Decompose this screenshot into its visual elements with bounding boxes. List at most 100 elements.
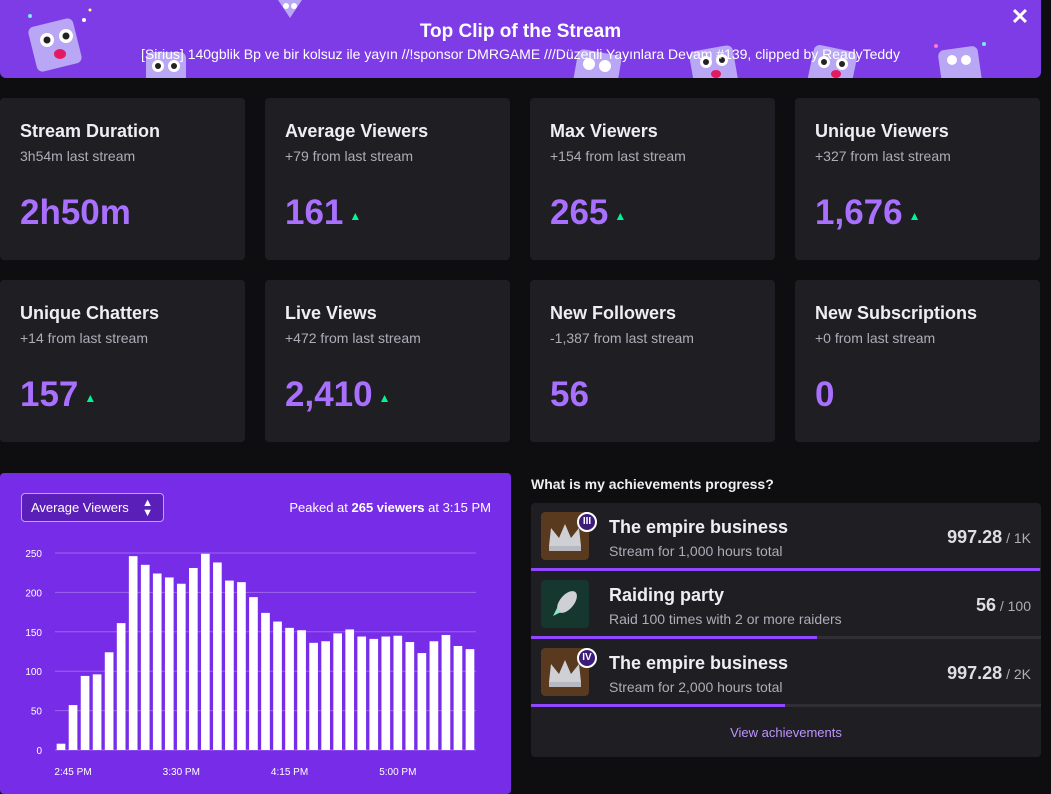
chart-bar <box>104 652 114 750</box>
chart-bar <box>249 597 258 750</box>
metric-select[interactable]: Average Viewers ▲ ▼ <box>21 493 164 522</box>
stat-card: Stream Duration 3h54m last stream 2h50m <box>0 98 245 260</box>
tier-badge: IV <box>577 648 597 668</box>
achievement-target: 2K <box>1013 666 1031 682</box>
achievement-item[interactable]: Raiding party Raid 100 times with 2 or mo… <box>531 571 1041 639</box>
top-clip-banner[interactable]: Top Clip of the Stream [Sirius] 140gblik… <box>0 0 1041 78</box>
achievements-panel: III The empire business Stream for 1,000 h… <box>531 503 1041 757</box>
stat-card: Max Viewers +154 from last stream 265 ▲ <box>530 98 775 260</box>
achievement-item[interactable]: III The empire business Stream for 1,000 h… <box>531 503 1041 571</box>
peak-prefix: Peaked at <box>289 500 352 515</box>
chart-bar <box>465 649 475 750</box>
chart-bar <box>92 674 102 750</box>
stat-value: 265 ▲ <box>550 193 626 233</box>
chart-bar <box>225 580 234 750</box>
achievement-progress-text: 56 / 100 <box>976 595 1031 616</box>
achievement-sep: / <box>1002 530 1014 546</box>
achievement-description: Raid 100 times with 2 or more raiders <box>609 611 842 627</box>
trend-up-icon: ▲ <box>908 209 921 223</box>
y-tick-label: 250 <box>25 549 42 560</box>
stat-value-number: 0 <box>815 375 835 414</box>
peak-mid: at <box>424 500 443 515</box>
achievement-sep: / <box>1002 666 1014 682</box>
stat-value: 2,410 ▲ <box>285 375 390 415</box>
chart-bar <box>285 627 294 750</box>
achievement-progress-text: 997.28 / 1K <box>947 527 1031 548</box>
chart-bar <box>405 642 415 750</box>
achievement-progress-text: 997.28 / 2K <box>947 663 1031 684</box>
chart-bar <box>68 705 78 750</box>
stat-value: 1,676 ▲ <box>815 193 920 233</box>
close-icon[interactable]: ✕ <box>1010 4 1030 29</box>
emote-decoration-icon <box>278 0 302 18</box>
chart-bar <box>393 635 403 750</box>
y-tick-label: 100 <box>25 667 42 678</box>
stat-value-number: 157 <box>20 375 79 414</box>
achievement-target: 100 <box>1007 598 1031 614</box>
achievement-current: 997.28 <box>947 527 1003 547</box>
trend-up-icon: ▲ <box>378 391 391 405</box>
emote-decoration-icon <box>934 42 986 78</box>
chevron-up-down-icon: ▲ ▼ <box>142 497 153 519</box>
chart-bar <box>80 675 90 750</box>
chart-bar <box>128 556 138 750</box>
chart-bar <box>417 653 427 750</box>
chart-bar <box>152 573 162 750</box>
progress-bar <box>531 704 786 707</box>
view-achievements-link[interactable]: View achievements <box>730 725 842 740</box>
chart-bar <box>140 564 150 750</box>
banner-clip-title[interactable]: [Sirius] 140gblik Bp ve bir kolsuz ile y… <box>141 46 900 62</box>
trend-up-icon: ▲ <box>84 391 97 405</box>
stat-comparison: +472 from last stream <box>285 330 421 346</box>
stat-value: 2h50m <box>20 193 131 233</box>
achievement-description: Stream for 2,000 hours total <box>609 679 783 695</box>
chart-bar <box>333 633 343 750</box>
stat-card: Average Viewers +79 from last stream 161 ▲ <box>265 98 510 260</box>
chart-bar <box>188 567 198 750</box>
stat-title: Live Views <box>285 303 377 323</box>
stat-title: Stream Duration <box>20 121 161 141</box>
chart-bar <box>164 577 174 750</box>
emote-decoration-icon <box>572 49 622 78</box>
stat-title: New Followers <box>550 303 677 323</box>
peak-summary: Peaked at 265 viewers at 3:15 PM <box>289 500 491 515</box>
stat-comparison: +79 from last stream <box>285 148 413 164</box>
chart-bar <box>237 582 246 750</box>
banner-title: Top Clip of the Stream <box>419 21 622 42</box>
stat-value: 56 <box>550 375 589 415</box>
stat-value-number: 2,410 <box>285 375 373 414</box>
stat-title: Unique Viewers <box>815 121 949 141</box>
achievement-item[interactable]: IV The empire business Stream for 2,000 ho… <box>531 639 1041 707</box>
trend-up-icon: ▲ <box>349 209 362 223</box>
chart-bar <box>309 642 318 750</box>
stat-title: Average Viewers <box>285 121 429 141</box>
stat-value: 0 <box>815 375 834 415</box>
chart-bar <box>429 641 439 750</box>
achievement-description: Stream for 1,000 hours total <box>609 543 783 559</box>
progress-bar <box>531 636 817 639</box>
stat-comparison: 3h54m last stream <box>20 148 136 164</box>
achievement-current: 56 <box>975 595 996 615</box>
emote-decoration-icon <box>807 45 857 78</box>
achievements-heading: What is my achievements progress? <box>531 476 774 492</box>
stat-title: Max Viewers <box>550 121 658 141</box>
viewer-chart-panel: Average Viewers ▲ ▼ Peaked at 265 viewers… <box>0 473 511 794</box>
chart-bar <box>297 630 306 750</box>
stat-value-number: 2h50m <box>20 193 131 232</box>
achievement-title: The empire business <box>609 653 789 673</box>
metric-select-value: Average Viewers <box>31 500 129 515</box>
stat-comparison: -1,387 from last stream <box>550 330 694 346</box>
trend-up-icon: ▲ <box>614 209 627 223</box>
x-tick-label: 5:00 PM <box>379 767 416 778</box>
y-tick-label: 50 <box>31 707 43 718</box>
stat-value: 157 ▲ <box>20 375 96 415</box>
stat-comparison: +327 from last stream <box>815 148 951 164</box>
stat-comparison: +14 from last stream <box>20 330 148 346</box>
chart-bar <box>213 562 222 750</box>
x-tick-label: 4:15 PM <box>271 767 308 778</box>
emote-decoration-icon <box>28 8 92 72</box>
achievement-title: The empire business <box>609 517 789 537</box>
progress-bar <box>531 568 1040 571</box>
tier-badge: III <box>577 512 597 532</box>
achievement-current: 997.28 <box>947 663 1003 683</box>
